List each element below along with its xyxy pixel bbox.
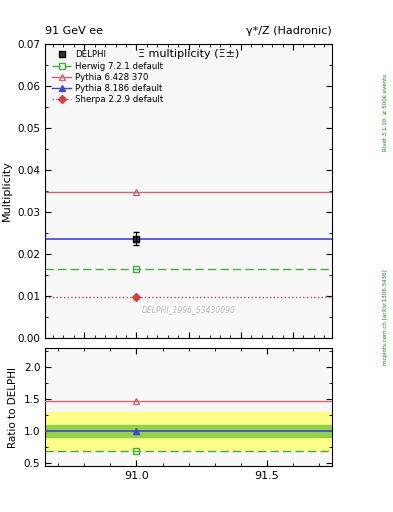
Text: Rivet 3.1.10, ≥ 500k events: Rivet 3.1.10, ≥ 500k events: [383, 74, 387, 151]
Text: DELPHI_1996_S3430090: DELPHI_1996_S3430090: [142, 305, 235, 314]
Text: Ξ multiplicity (Ξ±): Ξ multiplicity (Ξ±): [138, 49, 239, 59]
Legend: DELPHI, Herwig 7.2.1 default, Pythia 6.428 370, Pythia 8.186 default, Sherpa 2.2: DELPHI, Herwig 7.2.1 default, Pythia 6.4…: [50, 48, 166, 106]
Text: 91 GeV ee: 91 GeV ee: [45, 26, 103, 36]
Y-axis label: Ratio to DELPHI: Ratio to DELPHI: [8, 367, 18, 447]
Y-axis label: Multiplicity: Multiplicity: [2, 160, 12, 221]
Text: mcplots.cern.ch [arXiv:1306.3436]: mcplots.cern.ch [arXiv:1306.3436]: [383, 270, 387, 365]
Bar: [45, 424, 332, 437]
Text: γ*/Z (Hadronic): γ*/Z (Hadronic): [246, 26, 332, 36]
Bar: [45, 412, 332, 450]
